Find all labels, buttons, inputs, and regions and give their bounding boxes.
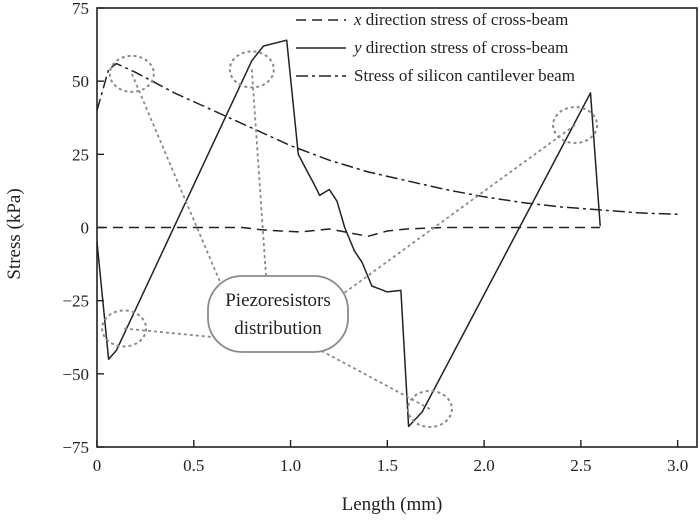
axis-ticks: 0 0.5 1.0 1.5 2.0 2.5 3.0 −75 −50 −25 0 25 50 75 xyxy=(62,0,688,475)
piezoresistor-marker xyxy=(101,309,148,348)
piezoresistor-marker xyxy=(108,54,155,93)
legend-label-3: Stress of silicon cantilever beam xyxy=(354,66,575,85)
y-tick-label: 0 xyxy=(81,219,90,238)
y-tick-label: −75 xyxy=(62,438,89,457)
series-line-1 xyxy=(97,226,601,238)
legend-label-2: y direction stress of cross-beam xyxy=(352,38,568,57)
y-tick-label: −25 xyxy=(62,292,89,311)
annotation-layer: Piezoresistors distribution xyxy=(101,50,599,428)
piezoresistor-marker xyxy=(552,106,599,145)
x-tick-label: 0 xyxy=(93,456,102,475)
annotation-leader-line xyxy=(339,124,576,297)
annotation-text-line2: distribution xyxy=(234,318,322,339)
x-tick-label: 1.5 xyxy=(377,456,398,475)
piezoresistor-marker xyxy=(406,389,453,428)
y-axis-label: Stress (kPa) xyxy=(4,188,25,279)
annotation-box xyxy=(207,275,349,353)
annotation-leader-line xyxy=(250,69,267,277)
y-tick-label: −50 xyxy=(62,365,89,384)
series-line-3 xyxy=(96,62,678,216)
annotation-leader-line xyxy=(319,349,431,410)
x-tick-label: 0.5 xyxy=(183,456,204,475)
legend-label-1: x direction stress of cross-beam xyxy=(353,10,568,29)
series-layer xyxy=(96,39,678,428)
x-tick-label: 2.5 xyxy=(570,456,591,475)
annotation-leader-line xyxy=(124,327,213,338)
series-line-2 xyxy=(96,39,601,428)
y-tick-label: 25 xyxy=(72,145,89,164)
x-tick-label: 3.0 xyxy=(667,456,688,475)
x-axis-label: Length (mm) xyxy=(342,494,443,515)
x-tick-label: 1.0 xyxy=(280,456,301,475)
y-tick-label: 50 xyxy=(72,72,89,91)
legend: x direction stress of cross-beam y direct… xyxy=(296,10,575,85)
x-tick-label: 2.0 xyxy=(473,456,494,475)
annotation-text-line1: Piezoresistors xyxy=(225,290,331,311)
y-tick-label: 75 xyxy=(72,0,89,18)
piezoresistor-marker xyxy=(228,50,275,89)
annotation-leader-line xyxy=(131,73,227,297)
